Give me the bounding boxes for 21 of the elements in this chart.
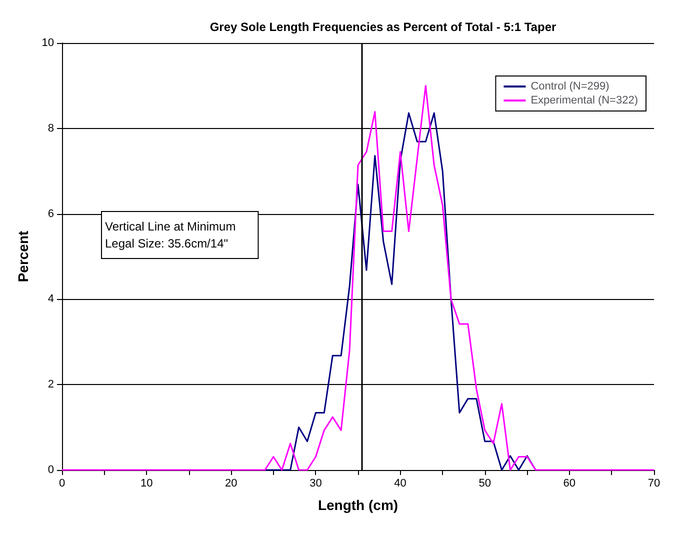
legend-label: Control (N=299) — [530, 80, 610, 92]
y-tick-label: 4 — [48, 293, 54, 306]
line-series — [264, 112, 536, 471]
x-tick-label: 70 — [648, 478, 660, 490]
x-tick-label: 40 — [394, 478, 406, 490]
y-axis-title: Percent — [15, 230, 31, 282]
y-tick-label: 10 — [42, 37, 54, 49]
x-tick-label: 20 — [225, 478, 238, 490]
y-tick-label: 0 — [48, 464, 54, 476]
x-axis-title: Length (cm) — [318, 497, 398, 513]
y-tick-label: 8 — [48, 122, 54, 134]
y-tick-label: 2 — [48, 378, 54, 391]
x-tick-label: 30 — [310, 478, 322, 490]
x-tick-label: 50 — [478, 478, 491, 490]
y-tick-label: 6 — [48, 208, 54, 220]
x-tick-label: 60 — [563, 478, 576, 490]
x-tick-label: 10 — [140, 478, 153, 490]
x-tick-label: 0 — [58, 478, 66, 490]
annotation: Vertical Line at Minimum Legal Size: 35.6cm/14" — [105, 220, 236, 250]
chart-title: Grey Sole Length Frequencies as Percent of Total - 5:1 Taper — [210, 20, 556, 34]
legend-label: Experimental (N=322) — [530, 94, 638, 106]
